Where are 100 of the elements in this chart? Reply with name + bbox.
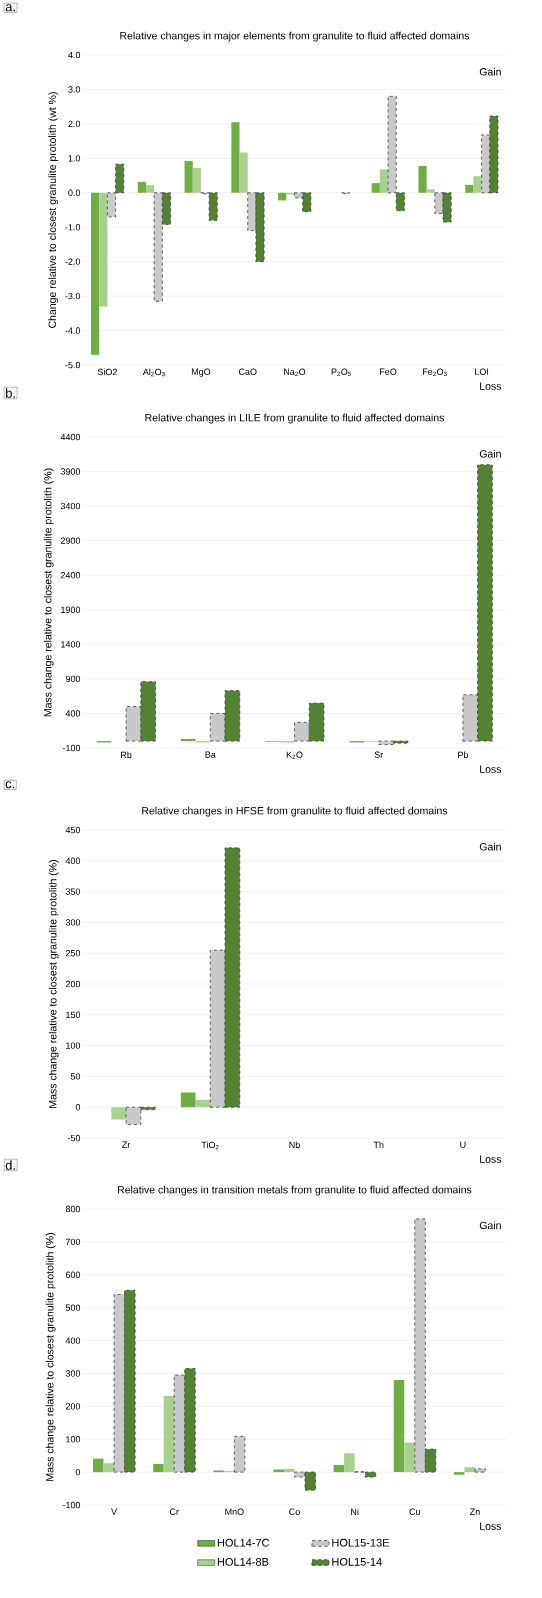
y-tick-label: -4.0 xyxy=(65,327,81,334)
bar xyxy=(111,1107,127,1120)
bar xyxy=(195,1099,211,1108)
bar xyxy=(145,185,155,193)
bar xyxy=(404,1442,415,1473)
y-tick-label: 2900 xyxy=(60,537,81,544)
chart-title: Relative changes in LILE from granulite to fluid affected domains xyxy=(145,413,444,424)
y-tick-label: 3900 xyxy=(60,468,81,475)
annotation: Gain xyxy=(479,842,501,851)
y-tick-label: 2.0 xyxy=(68,120,81,128)
text: c. xyxy=(5,781,15,789)
x-tick-label: Ba xyxy=(205,751,216,758)
y-tick-label: 500 xyxy=(65,1304,81,1311)
y-tick-label: 900 xyxy=(65,675,81,683)
bar xyxy=(91,192,100,355)
y-tick-label: 400 xyxy=(65,1337,81,1344)
y-axis-title: Change relative to closest granulite protolith (wt %) xyxy=(48,92,59,328)
bar xyxy=(344,1453,355,1473)
y-tick-label: 300 xyxy=(65,1370,81,1377)
x-tick-label: U xyxy=(460,1141,466,1148)
bar xyxy=(163,1395,175,1473)
bar xyxy=(464,1467,475,1473)
y-tick-label: 100 xyxy=(66,1436,81,1443)
chart-title: Relative changes in HFSE from granulite to fluid affected domains xyxy=(142,806,448,817)
y-tick-label: 200 xyxy=(65,980,81,988)
legend-label: HOL14-8B xyxy=(217,1558,269,1566)
x-tick-label: TiO$_{2}$ xyxy=(201,1141,219,1150)
x-tick-label: Zr xyxy=(122,1141,131,1148)
bar xyxy=(333,1464,345,1473)
bar xyxy=(426,189,435,193)
bar xyxy=(371,183,380,193)
x-tick-label: Cr xyxy=(169,1508,179,1515)
x-tick-label: Th xyxy=(373,1141,384,1149)
x-tick-label: Fe$_{2}$O$_{3}$ xyxy=(422,368,447,376)
x-tick-label: LOI xyxy=(475,368,489,375)
annotation: Gain xyxy=(479,1221,501,1230)
x-tick-label: K$_{2}$O xyxy=(286,751,303,759)
y-tick-label: 1.0 xyxy=(68,155,81,162)
bar xyxy=(93,1458,104,1473)
y-tick-label: 0 xyxy=(75,1468,81,1476)
bar xyxy=(379,169,389,193)
chart-title: Relative changes in major elements from granulite to fluid affected domains xyxy=(120,31,470,42)
text: b. xyxy=(6,388,15,398)
bar xyxy=(180,1092,196,1108)
x-tick-label: Zn xyxy=(469,1508,480,1515)
y-axis-title: Mass change relative to closest granulite protolith (%) xyxy=(48,860,59,1108)
bar xyxy=(239,152,248,193)
x-tick-label: MnO xyxy=(225,1508,244,1515)
y-tick-label: 800 xyxy=(65,1205,81,1213)
y-tick-label: 1900 xyxy=(61,606,81,613)
bar xyxy=(418,165,427,193)
y-tick-label: 400 xyxy=(65,710,81,717)
text: Loss xyxy=(480,382,502,390)
bar xyxy=(184,161,193,193)
bar xyxy=(473,176,482,193)
bar xyxy=(180,739,196,742)
y-tick-label: 4400 xyxy=(60,433,81,441)
x-tick-label: P$_{2}$O$_{5}$ xyxy=(331,368,351,376)
bar xyxy=(393,1380,405,1473)
y-tick-label: -100 xyxy=(62,1501,81,1509)
y-tick-label: -50 xyxy=(67,1134,81,1142)
x-tick-label: FeO xyxy=(380,368,397,375)
y-tick-label: 0.0 xyxy=(68,189,81,196)
x-tick-label: SiO2 xyxy=(97,368,117,376)
x-tick-label: MgO xyxy=(191,368,211,377)
y-axis-title: Mass change relative to closest granulite protolith (%) xyxy=(43,468,54,717)
text: Loss xyxy=(480,1522,502,1530)
legend-label: HOL15-13E xyxy=(332,1538,390,1547)
x-tick-label: Co xyxy=(289,1508,300,1515)
y-tick-label: 600 xyxy=(65,1271,81,1278)
text: Loss xyxy=(480,765,502,773)
y-tick-label: 450 xyxy=(65,826,81,834)
y-tick-label: -3.0 xyxy=(65,292,81,300)
x-tick-label: Na$_{2}$O xyxy=(284,368,306,376)
x-tick-label: V xyxy=(111,1508,118,1515)
legend-label: HOL14-7C xyxy=(217,1538,270,1547)
bar xyxy=(192,167,201,193)
y-tick-label: 4.0 xyxy=(68,51,81,59)
x-tick-label: Al$_{2}$O$_{3}$ xyxy=(142,368,165,377)
annotation: Gain xyxy=(479,67,501,76)
x-tick-label: Cu xyxy=(409,1508,420,1515)
y-tick-label: -2.0 xyxy=(65,258,81,265)
x-tick-label: Ni xyxy=(351,1508,359,1516)
y-tick-label: 350 xyxy=(65,888,81,895)
y-tick-label: 700 xyxy=(65,1238,81,1246)
bar xyxy=(273,1469,284,1473)
y-tick-label: 300 xyxy=(65,919,81,926)
y-tick-label: -100 xyxy=(62,744,81,752)
legend-label: HOL15-14 xyxy=(332,1558,382,1566)
annotation: Gain xyxy=(479,449,501,458)
y-tick-label: 2400 xyxy=(60,572,81,579)
bar xyxy=(474,1468,486,1473)
bar xyxy=(278,192,287,201)
x-tick-label: Rb xyxy=(121,751,132,759)
text: Loss xyxy=(480,1155,502,1163)
x-tick-label: Sr xyxy=(374,751,384,758)
y-tick-label: 3400 xyxy=(60,502,81,510)
y-tick-label: 1400 xyxy=(61,641,81,648)
bar xyxy=(233,1435,246,1473)
y-tick-label: 150 xyxy=(66,1011,81,1018)
